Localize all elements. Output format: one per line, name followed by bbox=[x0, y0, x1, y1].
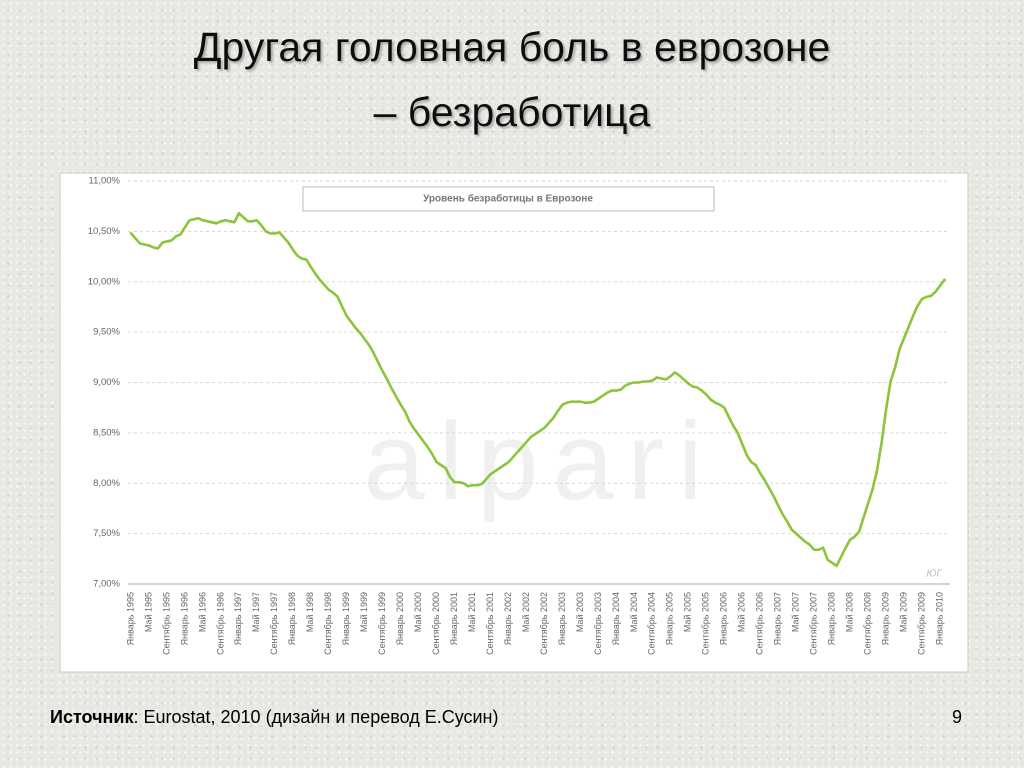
y-tick-label: 7,00% bbox=[93, 579, 120, 590]
x-tick-label: Январь 2000 bbox=[395, 592, 405, 645]
x-tick-label: Сентябрь 2003 bbox=[593, 592, 603, 655]
x-tick-label: Май 2008 bbox=[844, 592, 854, 632]
y-tick-label: 9,50% bbox=[93, 327, 120, 338]
x-tick-label: Январь 2010 bbox=[934, 592, 944, 645]
x-tick-label: Май 1996 bbox=[197, 592, 207, 632]
source: Источник: Eurostat, 2010 (дизайн и перев… bbox=[50, 707, 499, 727]
chart-frame bbox=[59, 172, 969, 673]
x-tick-label: Май 2004 bbox=[629, 592, 639, 632]
x-tick-label: Сентябрь 2007 bbox=[809, 592, 819, 655]
x-tick-label: Сентябрь 2005 bbox=[701, 592, 711, 655]
x-tick-label: Сентябрь 2004 bbox=[647, 592, 657, 655]
x-tick-label: Май 2003 bbox=[575, 592, 585, 632]
y-tick-label: 8,00% bbox=[93, 478, 120, 489]
source-text: : Eurostat, 2010 (дизайн и перевод Е.Сус… bbox=[133, 707, 498, 727]
x-tick-label: Сентябрь 2009 bbox=[916, 592, 926, 655]
x-tick-label: Сентябрь 1996 bbox=[215, 592, 225, 655]
x-tick-label: Май 2006 bbox=[737, 592, 747, 632]
x-tick-label: Январь 1995 bbox=[125, 592, 135, 645]
x-tick-label: Январь 1998 bbox=[287, 592, 297, 645]
x-tick-label: Январь 2002 bbox=[503, 592, 513, 645]
x-tick-label: Сентябрь 1995 bbox=[161, 592, 171, 655]
x-tick-label: Январь 1997 bbox=[233, 592, 243, 645]
slide-title: Другая головная боль в еврозоне – безраб… bbox=[194, 24, 831, 135]
x-tick-label: Сентябрь 1997 bbox=[269, 592, 279, 655]
x-tick-label: Январь 2009 bbox=[880, 592, 890, 645]
x-tick-label: Январь 2003 bbox=[557, 592, 567, 645]
x-tick-label: Сентябрь 2001 bbox=[485, 592, 495, 655]
chart-title-box bbox=[302, 186, 715, 212]
x-tick-label: Сентябрь 1999 bbox=[377, 592, 387, 655]
x-tick-label: Май 1999 bbox=[359, 592, 369, 632]
y-tick-label: 10,00% bbox=[88, 276, 121, 287]
x-tick-label: Май 2009 bbox=[898, 592, 908, 632]
x-tick-label: Май 1998 bbox=[305, 592, 315, 632]
x-tick-label: Сентябрь 2008 bbox=[862, 592, 872, 655]
y-tick-label: 11,00% bbox=[88, 176, 120, 187]
y-tick-label: 10,50% bbox=[88, 226, 121, 237]
x-tick-label: Январь 2007 bbox=[773, 592, 783, 645]
x-tick-label: Сентябрь 2006 bbox=[755, 592, 765, 655]
x-tick-label: Сентябрь 2002 bbox=[539, 592, 549, 655]
x-tick-label: Январь 1996 bbox=[179, 592, 189, 645]
x-tick-label: Январь 2005 bbox=[665, 592, 675, 645]
x-tick-label: Май 1995 bbox=[143, 592, 153, 632]
x-tick-label: Январь 2001 bbox=[449, 592, 459, 645]
y-tick-label: 8,50% bbox=[93, 427, 120, 438]
y-tick-label: 7,50% bbox=[93, 528, 120, 539]
x-tick-label: Май 1997 bbox=[251, 592, 261, 632]
watermark: alpari bbox=[363, 400, 716, 523]
source-label: Источник bbox=[50, 707, 134, 727]
x-tick-label: Май 2002 bbox=[521, 592, 531, 632]
x-tick-label: Январь 2006 bbox=[719, 592, 729, 645]
chart-title: Уровень безработицы в Еврозоне bbox=[423, 193, 593, 205]
x-tick-label: Май 2007 bbox=[791, 592, 801, 632]
x-tick-label: Май 2005 bbox=[683, 592, 693, 632]
plot: 7,00% 7,50% 8,00% 8,50% 9,00% 9,50% 10,00% 10,5… bbox=[88, 176, 950, 655]
page-number: 9 bbox=[952, 707, 962, 727]
x-tick-label: Январь 2004 bbox=[611, 592, 621, 645]
title-line: – безработица bbox=[374, 89, 651, 135]
x-tick-label: Сентябрь 1998 bbox=[323, 592, 333, 655]
x-tick-label: Май 2001 bbox=[467, 592, 477, 632]
data-line bbox=[129, 211, 946, 568]
y-tick-label: 9,00% bbox=[93, 377, 120, 388]
x-tick-label: Май 2000 bbox=[413, 592, 423, 632]
credit: ЮГ bbox=[926, 569, 943, 580]
title-line: Другая головная боль в еврозоне bbox=[194, 24, 831, 70]
x-tick-label: Январь 1999 bbox=[341, 592, 351, 645]
x-tick-label: Сентябрь 2000 bbox=[431, 592, 441, 655]
x-tick-label: Январь 2008 bbox=[827, 592, 837, 645]
